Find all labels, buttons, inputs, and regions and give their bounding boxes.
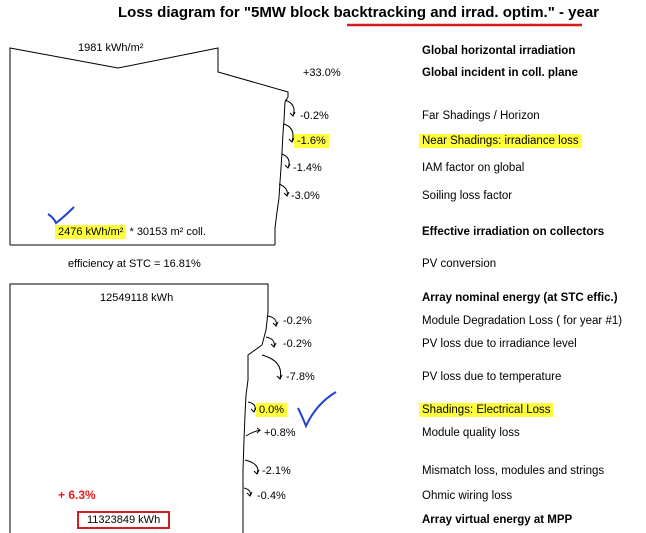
array-loss-arrows	[243, 315, 283, 497]
efficiency-stc: efficiency at STC = 16.81%	[68, 258, 201, 270]
label-effective: Effective irradiation on collectors	[422, 226, 605, 238]
virtual-energy-value: 11323849 kWh	[77, 511, 171, 529]
effective-irradiation-rest: * 30153 m² coll.	[126, 226, 206, 238]
label-incident: Global incident in coll. plane	[422, 67, 578, 79]
array-nominal-value: 12549118 kWh	[100, 292, 174, 304]
array-block-outline	[9, 283, 269, 533]
irradiation-loss-arrows	[278, 99, 296, 197]
irradiation-block-outline	[9, 47, 289, 245]
label-mismatch: Mismatch loss, modules and strings	[422, 465, 605, 477]
effective-irradiation-value: 2476 kWh/m²	[55, 225, 127, 239]
label-temperature: PV loss due to temperature	[422, 371, 562, 383]
module-quality-value: +0.8%	[264, 427, 296, 439]
soiling-value: -3.0%	[291, 190, 320, 202]
degradation-value: -0.2%	[283, 315, 312, 327]
title-emphasis: backtracking and irrad. optim."	[333, 4, 555, 21]
ohmic-value: -0.4%	[257, 490, 286, 502]
label-degradation: Module Degradation Loss ( for year #1)	[422, 315, 623, 327]
gain-annotation: + 6.3%	[58, 488, 96, 502]
irradiance-level-value: -0.2%	[283, 338, 312, 350]
far-shading-value: -0.2%	[300, 110, 329, 122]
iam-value: -1.4%	[293, 162, 322, 174]
label-iam: IAM factor on global	[422, 162, 525, 174]
handwritten-check-2	[297, 391, 337, 429]
label-near-shading: Near Shadings: irradiance loss	[419, 134, 582, 148]
title-suffix: - year	[554, 4, 600, 21]
label-soiling: Soiling loss factor	[422, 190, 513, 202]
title-prefix: Loss diagram for "5MW block	[118, 4, 334, 21]
page-title: Loss diagram for "5MW block backtracking…	[118, 4, 599, 21]
near-shading-value: -1.6%	[294, 134, 329, 148]
ghi-value: 1981 kWh/m²	[78, 42, 144, 54]
label-far-shading: Far Shadings / Horizon	[422, 110, 540, 122]
label-irradiance-level: PV loss due to irradiance level	[422, 338, 577, 350]
electrical-shading-value: 0.0%	[256, 403, 288, 417]
handwritten-check-1	[47, 206, 75, 225]
label-ohmic: Ohmic wiring loss	[422, 490, 513, 502]
mismatch-value: -2.1%	[262, 465, 291, 477]
label-virtual-energy: Array virtual energy at MPP	[422, 514, 573, 526]
label-pv-conversion: PV conversion	[422, 258, 497, 270]
label-ghi: Global horizontal irradiation	[422, 45, 576, 57]
label-module-quality: Module quality loss	[422, 427, 520, 439]
incident-gain-value: +33.0%	[303, 67, 341, 79]
effective-irradiation-row: 2476 kWh/m² * 30153 m² coll.	[55, 225, 206, 239]
temperature-value: -7.8%	[286, 371, 315, 383]
label-electrical-shading: Shadings: Electrical Loss	[419, 403, 554, 417]
label-array-nominal: Array nominal energy (at STC effic.)	[422, 292, 618, 304]
